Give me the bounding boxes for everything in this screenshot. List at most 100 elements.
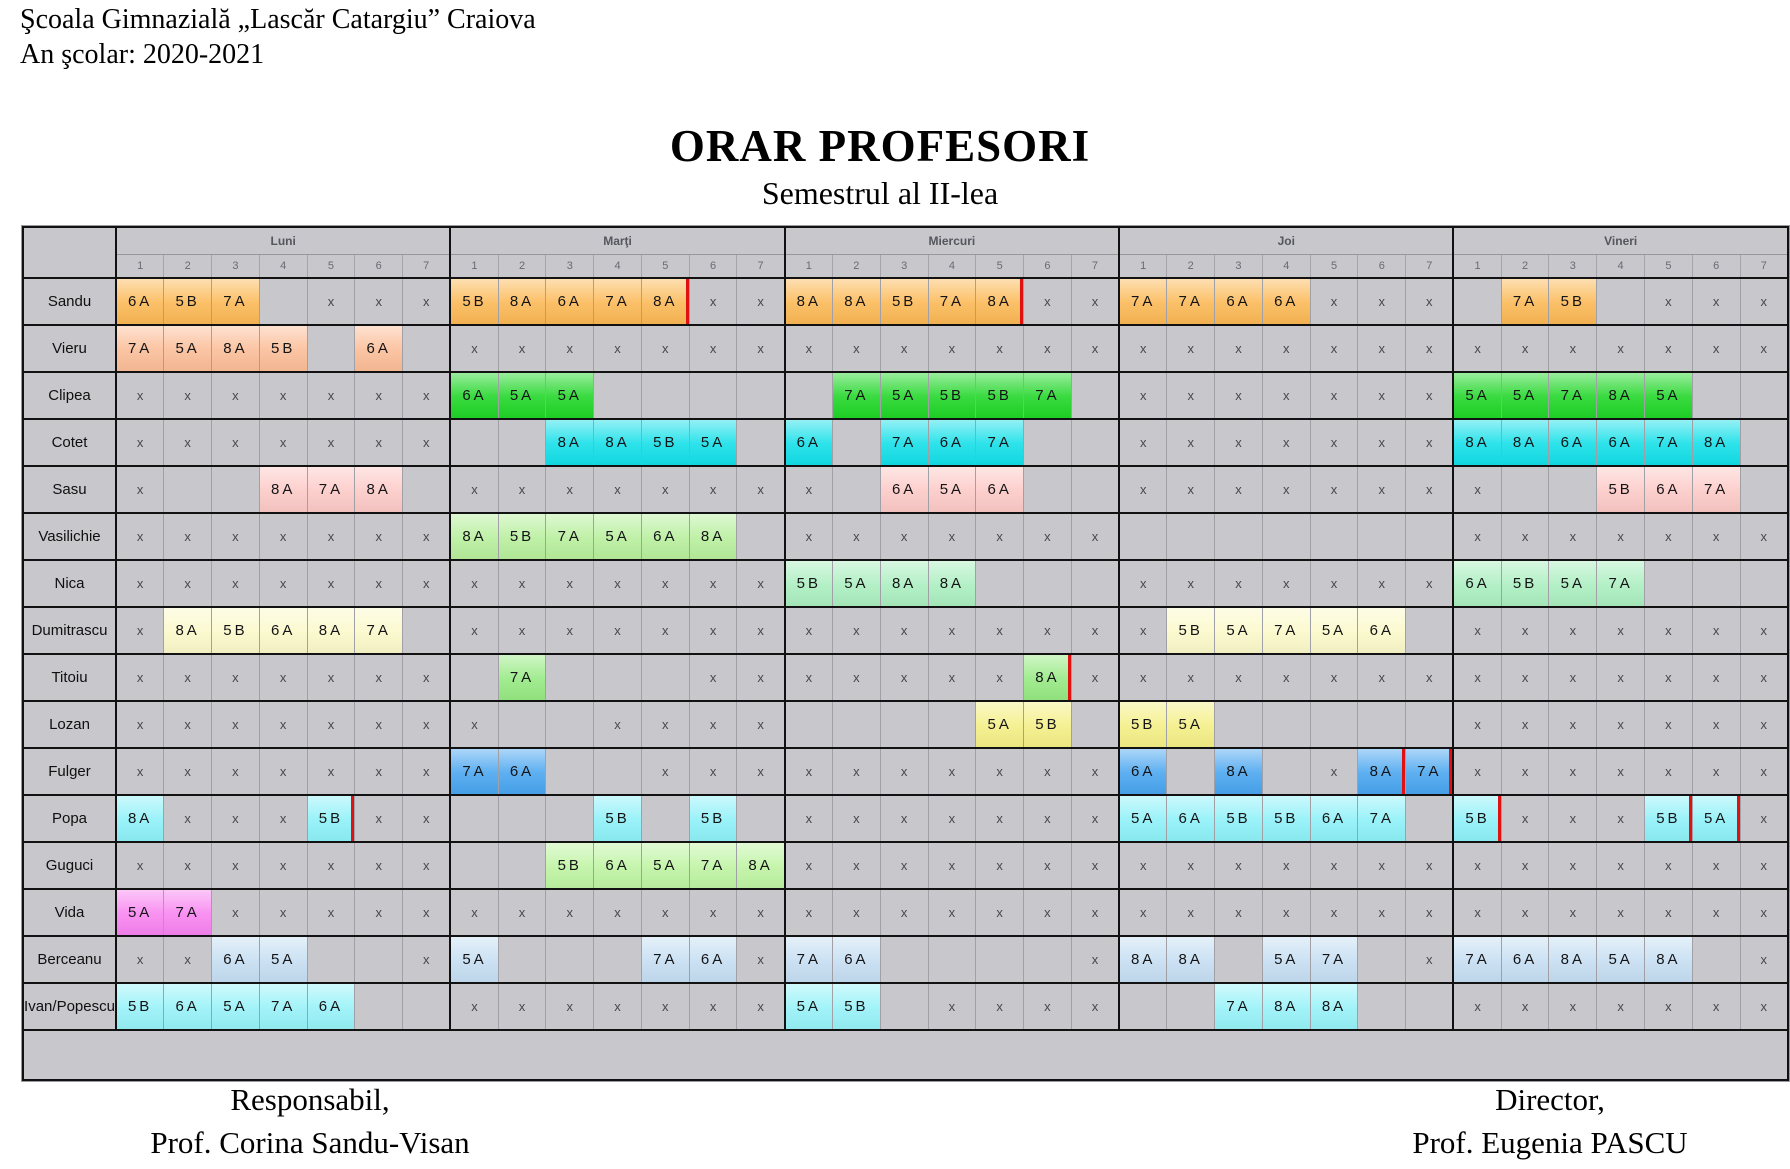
schedule-cell: x <box>1500 324 1549 372</box>
schedule-cell <box>1596 277 1645 325</box>
schedule-cell: 6A <box>497 747 546 795</box>
schedule-cell: x <box>927 324 976 372</box>
schedule-cell: x <box>1118 465 1167 513</box>
schedule-cell <box>1548 465 1597 513</box>
schedule-cell <box>1357 512 1406 560</box>
schedule-cell: x <box>449 700 499 748</box>
schedule-cell: x <box>1596 888 1645 936</box>
period-number: 6 <box>1023 254 1072 279</box>
schedule-cell: 5A <box>783 982 833 1030</box>
schedule-cell: x <box>306 559 355 607</box>
schedule-cell: x <box>736 935 785 983</box>
schedule-cell: 8A <box>1309 982 1358 1030</box>
schedule-cell: 6A <box>927 418 976 466</box>
bottom-band <box>23 1029 1788 1080</box>
schedule-cell: 5B <box>640 418 690 466</box>
schedule-cell: x <box>1405 935 1454 983</box>
schedule-cell: x <box>1500 653 1549 701</box>
period-number: 1 <box>449 254 499 279</box>
schedule-cell: x <box>258 794 308 842</box>
period-number: 7 <box>402 254 451 279</box>
schedule-cell: x <box>1596 512 1645 560</box>
schedule-cell: 8A <box>545 418 594 466</box>
schedule-cell: x <box>258 700 308 748</box>
teacher-name: Sasu <box>23 465 117 513</box>
schedule-cell: x <box>1452 700 1502 748</box>
schedule-cell: 5A <box>1166 700 1215 748</box>
schedule-cell: 5A <box>1214 606 1263 654</box>
schedule-cell: x <box>688 982 737 1030</box>
schedule-cell: x <box>736 465 785 513</box>
schedule-cell: x <box>163 559 212 607</box>
schedule-cell: x <box>163 371 212 419</box>
period-number: 7 <box>1070 254 1120 279</box>
period-number: 5 <box>640 254 690 279</box>
schedule-cell <box>1214 935 1263 983</box>
schedule-cell <box>831 700 881 748</box>
schedule-cell: 7A <box>1166 277 1215 325</box>
schedule-cell: 7A <box>449 747 499 795</box>
schedule-cell: x <box>1405 418 1454 466</box>
schedule-cell: 5A <box>1644 371 1693 419</box>
schedule-cell: x <box>736 653 785 701</box>
schedule-cell: x <box>1070 512 1120 560</box>
schedule-cell: 5A <box>1261 935 1311 983</box>
schedule-cell: 8A <box>831 277 881 325</box>
schedule-cell: x <box>1118 371 1167 419</box>
schedule-cell: x <box>688 559 737 607</box>
schedule-cell: x <box>1070 653 1120 701</box>
schedule-cell: 6A <box>831 935 881 983</box>
schedule-cell <box>1739 465 1788 513</box>
schedule-cell: x <box>1739 653 1788 701</box>
schedule-cell: x <box>1309 559 1358 607</box>
schedule-cell <box>879 700 929 748</box>
schedule-cell: 8A <box>975 277 1024 325</box>
schedule-cell <box>1500 465 1549 513</box>
schedule-cell: x <box>1739 747 1788 795</box>
schedule-cell: 8A <box>1261 982 1311 1030</box>
schedule-cell: x <box>163 794 212 842</box>
schedule-cell <box>736 794 785 842</box>
schedule-cell <box>1023 935 1072 983</box>
schedule-cell: x <box>115 747 164 795</box>
schedule-cell: x <box>258 747 308 795</box>
schedule-cell: 8A <box>1596 371 1645 419</box>
schedule-cell: x <box>306 841 355 889</box>
schedule-cell: x <box>1739 512 1788 560</box>
schedule-cell: x <box>1644 324 1693 372</box>
schedule-cell: x <box>115 371 164 419</box>
schedule-cell: x <box>354 418 403 466</box>
schedule-cell: 5B <box>927 371 976 419</box>
schedule-cell: x <box>1166 559 1215 607</box>
schedule-cell: x <box>306 888 355 936</box>
schedule-cell: x <box>1166 465 1215 513</box>
schedule-cell: x <box>1023 606 1072 654</box>
schedule-cell: x <box>306 418 355 466</box>
schedule-cell: x <box>354 653 403 701</box>
schedule-cell: 6A <box>1261 277 1311 325</box>
schedule-cell: 5A <box>927 465 976 513</box>
schedule-cell: x <box>211 512 260 560</box>
schedule-cell: 5B <box>115 982 164 1030</box>
schedule-cell: 8A <box>1644 935 1693 983</box>
schedule-cell: x <box>449 982 499 1030</box>
schedule-cell: x <box>211 653 260 701</box>
schedule-cell: x <box>688 653 737 701</box>
schedule-cell: x <box>927 794 976 842</box>
schedule-cell: x <box>593 700 642 748</box>
schedule-cell <box>879 982 929 1030</box>
schedule-cell: x <box>354 371 403 419</box>
schedule-cell: x <box>879 747 929 795</box>
schedule-cell: 6A <box>1596 418 1645 466</box>
schedule-cell: 7A <box>1691 465 1741 513</box>
schedule-cell: x <box>115 841 164 889</box>
period-number: 7 <box>1739 254 1788 279</box>
schedule-cell: x <box>163 747 212 795</box>
schedule-cell: x <box>879 888 929 936</box>
schedule-cell: x <box>927 982 976 1030</box>
schedule-cell: x <box>1644 277 1693 325</box>
schedule-cell: x <box>1118 888 1167 936</box>
schedule-cell: 6A <box>1214 277 1263 325</box>
schedule-cell: 7A <box>1214 982 1263 1030</box>
schedule-cell: x <box>1070 606 1120 654</box>
